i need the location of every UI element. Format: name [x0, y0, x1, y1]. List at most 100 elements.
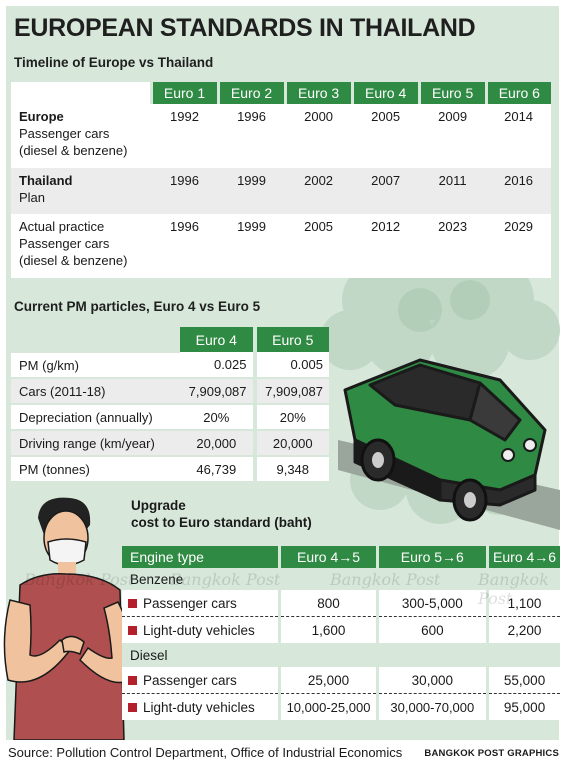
timeline-row-label: Actual practice Passenger cars (diesel &…	[11, 214, 151, 278]
timeline-table: Euro 1 Euro 2 Euro 3 Euro 4 Euro 5 Euro …	[11, 82, 551, 278]
pm-row-label: PM (tonnes)	[11, 456, 181, 483]
upgrade-subtitle-line1: Upgrade	[131, 498, 186, 513]
timeline-cell: 2005	[304, 219, 334, 234]
timeline-cell: 2012	[371, 219, 401, 234]
pm-cell: 9,348	[252, 456, 329, 483]
upgrade-row: Light-duty vehicles 10,000-25,000 30,000…	[122, 693, 560, 721]
upgrade-row: Light-duty vehicles 1,600 600 2,200	[122, 616, 560, 644]
timeline-header-empty	[11, 82, 151, 104]
timeline-row-label-detail: Actual practice Passenger cars (diesel &…	[19, 219, 128, 268]
timeline-cell: 2014	[504, 109, 534, 124]
upgrade-row-label-text: Passenger cars	[143, 672, 237, 688]
upgrade-row-label: Light-duty vehicles	[122, 694, 280, 721]
timeline-row-label-detail: Plan	[19, 190, 46, 205]
timeline-row-thailand: Thailand Plan 1996 1999 2002 2007 2011 2…	[11, 168, 551, 214]
pm-cell: 20%	[252, 404, 329, 431]
timeline-cell: 1996	[237, 109, 266, 124]
pm-row-label: Cars (2011-18)	[11, 378, 181, 405]
pm-header-euro5: Euro 5	[252, 327, 329, 352]
timeline-row-label-bold: Thailand	[19, 173, 73, 188]
timeline-row-label: Europe Passenger cars (diesel & benzene)	[11, 104, 151, 168]
upgrade-row: Passenger cars 25,000 30,000 55,000	[122, 667, 560, 694]
timeline-row-label-detail: Passenger cars (diesel & benzene)	[19, 126, 128, 158]
upgrade-row-label-text: Passenger cars	[143, 595, 237, 611]
source-note: Source: Pollution Control Department, Of…	[8, 745, 403, 760]
timeline-row-europe: Europe Passenger cars (diesel & benzene)…	[11, 104, 551, 168]
timeline-cell: 2011	[438, 173, 467, 188]
timeline-header-euro2: Euro 2	[216, 82, 286, 104]
pm-row-label: Driving range (km/year)	[11, 430, 181, 457]
pm-cell: 0.025	[180, 352, 255, 379]
graphics-credit: BANGKOK POST GRAPHICS	[424, 748, 559, 759]
upgrade-cell: 300-5,000	[375, 590, 488, 617]
timeline-cell: 1999	[237, 219, 266, 234]
pm-cell: 20%	[180, 404, 255, 431]
upgrade-row-label-text: Light-duty vehicles	[143, 699, 255, 715]
marker-square-icon	[128, 599, 137, 609]
upgrade-cell: 25,000	[278, 667, 378, 694]
pm-cell: 7,909,087	[180, 378, 255, 405]
timeline-cell: 2000	[304, 109, 334, 124]
upgrade-row-label: Passenger cars	[122, 590, 280, 617]
upgrade-cell: 1,100	[486, 590, 560, 617]
upgrade-subtitle-line2: cost to Euro standard (baht)	[131, 515, 312, 530]
watermark: Bangkok Post	[330, 570, 441, 589]
timeline-header-euro1: Euro 1	[149, 82, 219, 104]
pm-cell: 20,000	[252, 430, 329, 457]
pm-cell: 46,739	[180, 456, 255, 483]
upgrade-header-4to5: Euro 4→5	[278, 546, 378, 568]
timeline-cell: 1996	[170, 219, 199, 234]
timeline-cell: 2029	[504, 219, 534, 234]
pm-cell: 20,000	[180, 430, 255, 457]
upgrade-row-label: Passenger cars	[122, 667, 280, 694]
timeline-cell: 1999	[237, 173, 266, 188]
pm-header-empty	[11, 327, 181, 353]
pm-table: Euro 4 Euro 5 PM (g/km) 0.025 0.005 Cars…	[11, 327, 329, 483]
upgrade-subtitle: Upgrade cost to Euro standard (baht)	[131, 497, 312, 531]
category-diesel: Diesel	[122, 643, 560, 667]
marker-square-icon	[128, 676, 137, 686]
timeline-cell: 1992	[170, 109, 199, 124]
timeline-cell: 2002	[304, 173, 334, 188]
pm-subtitle: Current PM particles, Euro 4 vs Euro 5	[14, 299, 261, 314]
upgrade-header-5to6: Euro 5→6	[375, 546, 488, 568]
pm-header-euro4: Euro 4	[180, 327, 255, 352]
pm-row: Cars (2011-18) 7,909,087 7,909,087	[11, 378, 329, 405]
pm-row: Depreciation (annually) 20% 20%	[11, 404, 329, 431]
pm-row: PM (g/km) 0.025 0.005	[11, 352, 329, 379]
marker-square-icon	[128, 703, 137, 713]
upgrade-cell: 1,600	[278, 616, 378, 643]
pm-row-label: Depreciation (annually)	[11, 404, 181, 431]
timeline-row-label: Thailand Plan	[11, 168, 151, 214]
masked-person-illustration	[3, 497, 134, 740]
pm-row: Driving range (km/year) 20,000 20,000	[11, 430, 329, 457]
pm-row: PM (tonnes) 46,739 9,348	[11, 456, 329, 483]
timeline-header-euro6: Euro 6	[484, 82, 551, 104]
watermark: Bangkok Post	[170, 570, 281, 589]
timeline-header-euro5: Euro 5	[417, 82, 487, 104]
timeline-row-label-bold: Europe	[19, 109, 64, 124]
upgrade-cell: 55,000	[486, 667, 560, 694]
upgrade-row: Passenger cars 800 300-5,000 1,100	[122, 590, 560, 617]
page-title: EUROPEAN STANDARDS IN THAILAND	[14, 14, 476, 42]
upgrade-row-label-text: Light-duty vehicles	[143, 622, 255, 638]
timeline-header-euro3: Euro 3	[283, 82, 353, 104]
category-benzene: Benzene	[122, 568, 560, 590]
upgrade-cell: 95,000	[486, 693, 560, 720]
timeline-subtitle: Timeline of Europe vs Thailand	[14, 55, 214, 70]
timeline-cell: 2016	[504, 173, 534, 188]
upgrade-header-engine: Engine type	[122, 546, 280, 568]
upgrade-cell: 30,000	[375, 667, 488, 694]
timeline-cell: 2005	[371, 109, 401, 124]
upgrade-cell: 30,000-70,000	[375, 693, 488, 720]
upgrade-header-4to6: Euro 4→6	[486, 546, 560, 568]
upgrade-cost-table: Engine type Euro 4→5 Euro 5→6 Euro 4→6 B…	[122, 546, 560, 720]
upgrade-row-label: Light-duty vehicles	[122, 617, 280, 644]
timeline-cell: 2007	[371, 173, 401, 188]
upgrade-cell: 10,000-25,000	[278, 693, 378, 720]
timeline-cell: 2023	[438, 219, 468, 234]
upgrade-cell: 800	[278, 590, 378, 617]
timeline-row-actual: Actual practice Passenger cars (diesel &…	[11, 214, 551, 278]
timeline-header-euro4: Euro 4	[350, 82, 420, 104]
